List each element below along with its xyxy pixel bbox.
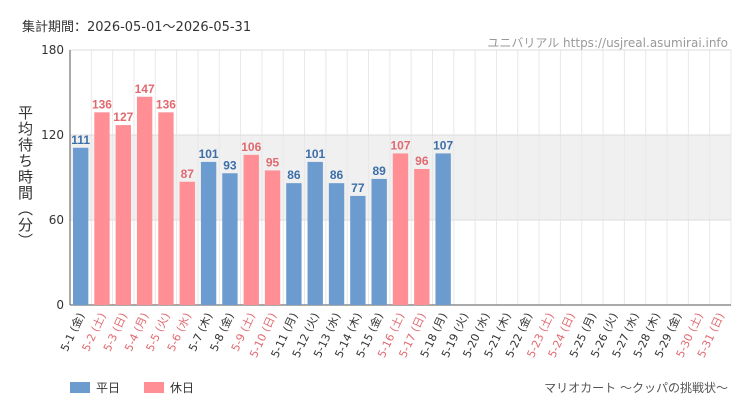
data-label: 107	[433, 138, 453, 152]
y-tick-label: 120	[41, 128, 64, 142]
legend: 平日 休日	[70, 379, 218, 396]
data-label: 127	[113, 110, 133, 124]
bar	[414, 169, 430, 305]
bar	[222, 173, 238, 305]
data-label: 87	[181, 167, 195, 181]
bar	[435, 153, 451, 305]
y-tick-label: 60	[49, 213, 64, 227]
bar	[158, 112, 174, 305]
legend-label-holiday: 休日	[170, 381, 195, 395]
bar	[392, 153, 409, 305]
data-label: 107	[390, 138, 410, 152]
bar	[371, 178, 387, 305]
bar	[264, 170, 281, 305]
y-tick-label: 180	[41, 43, 64, 57]
bar	[200, 161, 217, 305]
data-label: 147	[135, 82, 155, 96]
data-label: 96	[415, 154, 429, 168]
attraction-name: マリオカート 〜クッパの挑戦状〜	[544, 381, 728, 395]
data-label: 89	[372, 164, 386, 178]
data-label: 86	[287, 168, 301, 182]
legend-label-weekday: 平日	[96, 381, 121, 395]
data-label: 106	[241, 140, 261, 154]
legend-swatch-holiday	[144, 382, 165, 393]
legend-item-weekday: 平日	[70, 379, 120, 396]
bar	[115, 125, 131, 305]
y-tick-label: 0	[56, 298, 64, 312]
bar	[328, 183, 345, 305]
data-label: 95	[266, 155, 280, 169]
legend-item-holiday: 休日	[144, 379, 194, 396]
bar	[136, 96, 153, 305]
data-label: 136	[92, 97, 112, 111]
data-label: 136	[156, 97, 176, 111]
bar	[350, 195, 366, 305]
legend-swatch-weekday	[70, 382, 90, 393]
data-label: 101	[305, 147, 325, 161]
data-label: 111	[71, 133, 90, 147]
bar	[72, 147, 89, 305]
bar	[94, 112, 110, 305]
data-label: 77	[351, 181, 365, 195]
source-label: ユニバリアル https://usjreal.asumirai.info	[487, 36, 728, 50]
period-label: 集計期間：2026-05-01〜2026-05-31	[22, 20, 252, 35]
bar	[243, 154, 259, 305]
data-label: 86	[330, 168, 344, 182]
bar	[286, 183, 302, 305]
bar	[307, 161, 323, 305]
data-label: 93	[223, 158, 237, 172]
data-label: 101	[199, 147, 219, 161]
y-axis-label: 平均待ち時間（分）	[16, 105, 34, 249]
bar	[179, 181, 195, 305]
